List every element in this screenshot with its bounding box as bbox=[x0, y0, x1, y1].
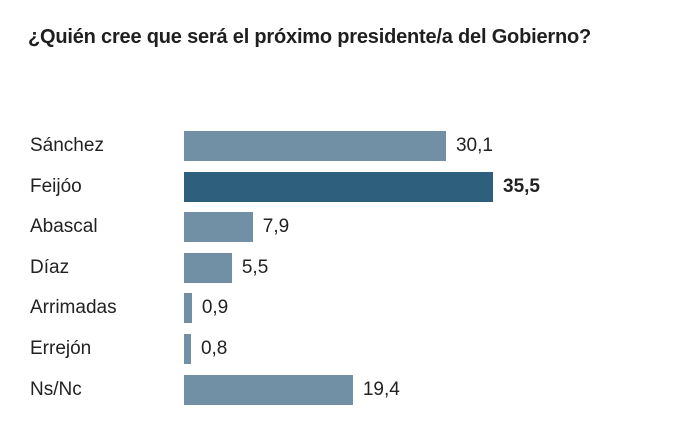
bar bbox=[184, 131, 446, 161]
value-label: 5,5 bbox=[241, 256, 269, 278]
bar bbox=[184, 212, 253, 243]
bar bbox=[184, 252, 232, 283]
value-label: 19,4 bbox=[362, 378, 400, 400]
chart-title: ¿Quién cree que será el próximo presiden… bbox=[28, 26, 591, 48]
category-label: Ns/Nc bbox=[30, 378, 82, 400]
value-label: 0,8 bbox=[200, 338, 228, 359]
category-label: Sánchez bbox=[30, 135, 104, 156]
value-label: 30,1 bbox=[455, 135, 493, 156]
category-label: Díaz bbox=[30, 256, 70, 278]
bar-row: Feijóo 35,5 bbox=[0, 171, 680, 202]
bar-row: Arrimadas 0,9 bbox=[0, 293, 680, 324]
bar-row: Sánchez 30,1 bbox=[0, 131, 680, 161]
value-label: 35,5 bbox=[503, 175, 540, 197]
category-label: Abascal bbox=[30, 216, 98, 238]
bar bbox=[184, 293, 192, 324]
value-label: 0,9 bbox=[201, 297, 229, 319]
category-label: Feijóo bbox=[30, 175, 82, 197]
bar-row: Ns/Nc 19,4 bbox=[0, 374, 680, 405]
bar-row: Díaz 5,5 bbox=[0, 252, 680, 283]
bar bbox=[184, 171, 493, 202]
bar-row: Errejón 0,8 bbox=[0, 334, 680, 364]
bar-row: Abascal 7,9 bbox=[0, 212, 680, 243]
category-label: Arrimadas bbox=[30, 297, 117, 319]
bar bbox=[184, 374, 353, 405]
value-label: 7,9 bbox=[262, 216, 290, 238]
category-label: Errejón bbox=[30, 338, 92, 359]
bar bbox=[184, 334, 191, 364]
